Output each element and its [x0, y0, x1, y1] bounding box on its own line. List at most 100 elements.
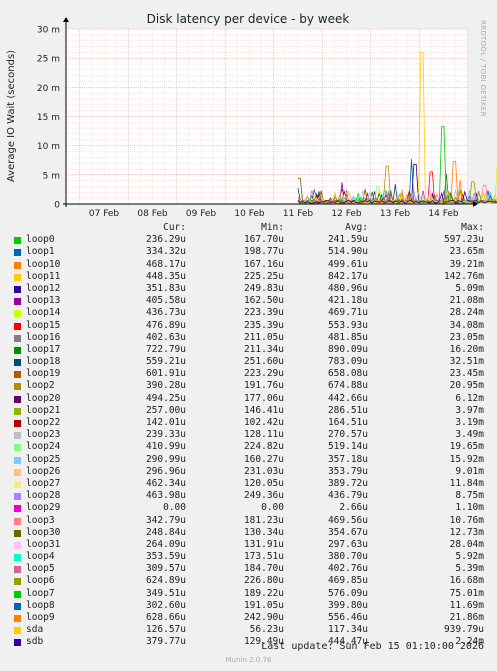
y-tick-label: 10 m [37, 142, 60, 152]
legend-series-name: loop12 [26, 282, 61, 294]
legend-row: loop15 476.89u 235.39u 553.93u 34.08m [12, 320, 486, 332]
legend-row: loop10 468.17u 167.16u 499.61u 39.21m [12, 259, 486, 271]
series-lines [297, 51, 497, 204]
legend-series-name: loop17 [26, 343, 61, 355]
legend-avg-value: 469.85u [327, 575, 368, 587]
legend-row: loop6 624.89u 226.80u 469.85u 16.68m [12, 575, 486, 587]
legend-row: loop13 405.58u 162.50u 421.18u 21.08m [12, 295, 486, 307]
legend-series-name: sda [26, 624, 44, 636]
legend-cur-value: 302.60u [145, 599, 186, 611]
legend-cur-value: 722.79u [145, 343, 186, 355]
legend-series-name: loop31 [26, 538, 61, 550]
legend-row: loop29 0.00 0.00 2.66u 1.10m [12, 502, 486, 514]
legend-max-value: 15.92m [449, 453, 484, 465]
legend-avg-value: 286.51u [327, 404, 368, 416]
legend-row: loop17 722.79u 211.34u 890.09u 16.20m [12, 344, 486, 356]
legend-row: loop11 448.35u 225.25u 842.17u 142.76m [12, 271, 486, 283]
legend-row: loop9 628.66u 242.90u 556.46u 21.86m [12, 612, 486, 624]
legend-avg-value: 469.71u [327, 307, 368, 319]
x-axis-arrow [473, 201, 478, 207]
legend-max-value: 28.04m [449, 538, 484, 550]
legend-min-value: 130.34u [243, 526, 284, 538]
legend-min-value: 231.03u [243, 465, 284, 477]
legend-min-value: 177.06u [243, 392, 284, 404]
legend-series-name: loop28 [26, 490, 61, 502]
legend-avg-value: 442.66u [327, 392, 368, 404]
legend-max-value: 20.95m [449, 380, 484, 392]
legend-max-value: 12.73m [449, 526, 484, 538]
legend-series-name: loop21 [26, 404, 61, 416]
legend-series-name: loop9 [26, 612, 55, 623]
legend-cur-value: 462.34u [145, 477, 186, 489]
legend-cur-value: 448.35u [145, 270, 186, 282]
legend-cur-value: 353.59u [145, 551, 186, 563]
legend-min-value: 211.05u [243, 331, 284, 343]
legend-swatch [14, 505, 21, 513]
legend-row: sda 126.57u 56.23u 117.34u 939.79u [12, 624, 486, 636]
legend-row: loop0 236.29u 167.70u 241.59u 597.23u [12, 234, 486, 246]
legend-avg-value: 402.76u [327, 563, 368, 575]
y-tick-label: 0 [54, 201, 60, 211]
axes [63, 17, 478, 207]
legend-min-value: 184.70u [243, 563, 284, 575]
legend-cur-value: 463.98u [145, 490, 186, 502]
legend-min-value: 235.39u [243, 319, 284, 331]
legend-min-value: 191.05u [243, 599, 284, 611]
legend-cur-value: 402.63u [145, 331, 186, 343]
legend-min-value: 162.50u [243, 295, 284, 307]
legend-max-value: 16.20m [449, 343, 484, 355]
legend-swatch [14, 334, 21, 342]
legend-swatch [14, 554, 21, 562]
legend-avg-value: 674.88u [327, 380, 368, 392]
legend-cur-value: 379.77u [145, 636, 186, 648]
legend-max-value: 28.24m [449, 307, 484, 319]
legend-min-value: 223.29u [243, 368, 284, 380]
legend-min-value: 0.00 [261, 502, 284, 514]
legend-row: loop7 349.51u 189.22u 576.09u 75.01m [12, 588, 486, 600]
legend-row: loop23 239.33u 128.11u 270.57u 3.49m [12, 429, 486, 441]
legend-cur-value: 476.89u [145, 319, 186, 331]
legend-max-value: 3.49m [455, 429, 484, 441]
legend-swatch [14, 359, 21, 367]
legend-max-value: 19.65m [449, 441, 484, 453]
legend-min-value: 102.42u [243, 417, 284, 428]
legend-header-max: Max: [461, 222, 484, 233]
legend-max-value: 939.79u [443, 624, 484, 636]
legend-swatch [14, 480, 21, 488]
legend-max-value: 5.09m [455, 282, 484, 294]
legend-row: loop14 436.73u 223.39u 469.71u 28.24m [12, 307, 486, 319]
legend-series-name: loop7 [26, 587, 55, 599]
legend-row: loop8 302.60u 191.05u 399.80u 11.69m [12, 600, 486, 612]
legend-avg-value: 499.61u [327, 258, 368, 270]
legend-row: loop1 334.32u 198.77u 514.90u 23.65m [12, 246, 486, 258]
legend-swatch [14, 468, 21, 476]
legend-swatch [14, 420, 21, 427]
legend-cur-value: 601.91u [145, 368, 186, 380]
legend-max-value: 5.39m [455, 563, 484, 575]
legend-max-value: 5.92m [455, 551, 484, 563]
legend-series-name: loop26 [26, 465, 61, 477]
legend-cur-value: 628.66u [145, 612, 186, 623]
legend-series-name: loop24 [26, 441, 61, 453]
legend-swatch [14, 517, 21, 525]
legend-row: loop19 601.91u 223.29u 658.08u 23.45m [12, 368, 486, 380]
legend-swatch [14, 615, 21, 622]
legend-avg-value: 783.09u [327, 356, 368, 368]
legend-min-value: 223.39u [243, 307, 284, 319]
legend-min-value: 120.05u [243, 477, 284, 489]
legend-max-value: 10.76m [449, 514, 484, 526]
legend-max-value: 142.76m [443, 270, 484, 282]
legend-series-name: loop16 [26, 331, 61, 343]
legend-swatch [14, 237, 21, 245]
legend-cur-value: 236.29u [145, 234, 186, 246]
legend-max-value: 3.97m [455, 404, 484, 416]
legend-cur-value: 436.73u [145, 307, 186, 319]
legend-series-name: loop0 [26, 234, 55, 246]
legend-min-value: 225.25u [243, 270, 284, 282]
legend-row: loop31 264.09u 131.91u 297.63u 28.04m [12, 539, 486, 551]
x-tick-labels: 07 Feb 08 Feb 09 Feb 10 Feb 11 Feb 12 Feb 13 F… [89, 209, 459, 219]
y-tick-label: 25 m [37, 55, 60, 65]
legend-avg-value: 514.90u [327, 246, 368, 258]
legend-swatch [14, 273, 21, 281]
legend-swatch [14, 578, 21, 586]
